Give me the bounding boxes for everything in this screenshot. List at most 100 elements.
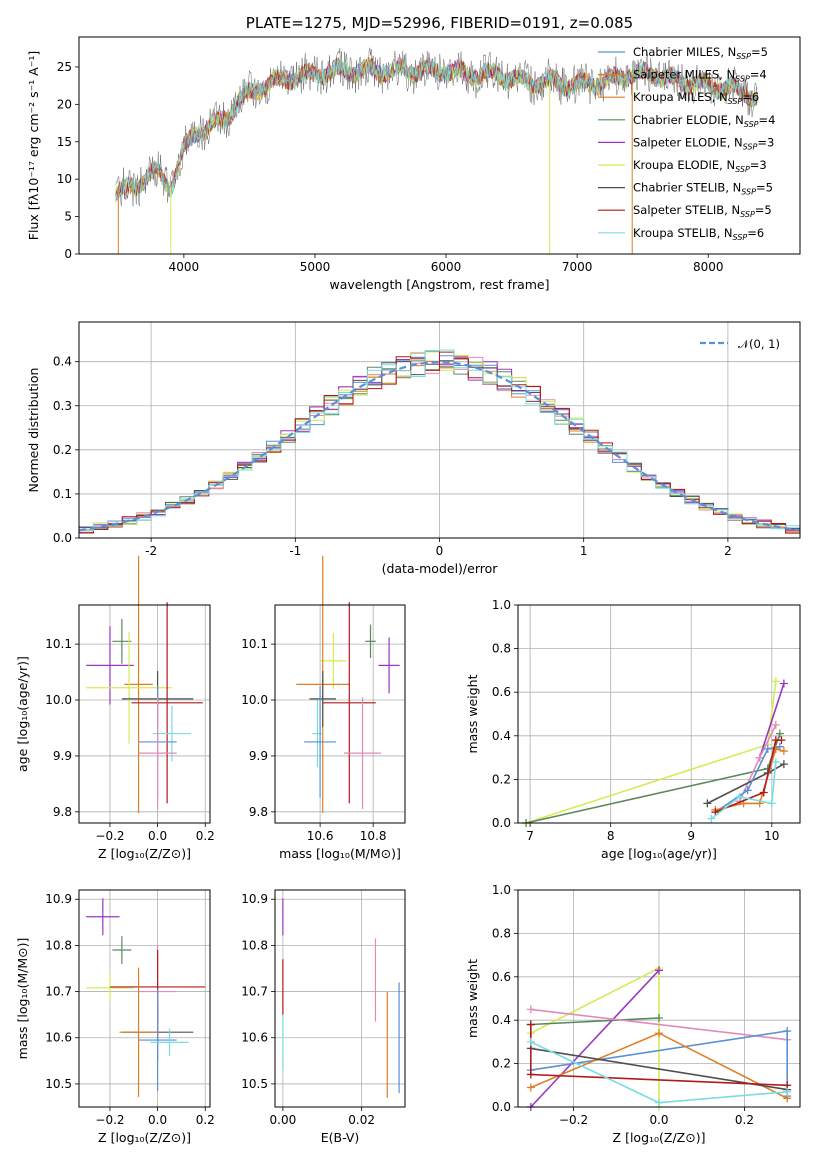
y-tick-label: 10.8 bbox=[45, 938, 72, 952]
plot-area bbox=[86, 555, 203, 813]
y-tick-label: 9.9 bbox=[249, 749, 268, 763]
x-tick-label: 10.6 bbox=[307, 829, 334, 843]
panel-mass-vs-ebv: 0.00 0.02 10.5 10.6 10.7 10.8 10.9 E(B-V) bbox=[241, 889, 406, 1145]
y-tick-label: 10.5 bbox=[241, 1077, 268, 1091]
plus-marker bbox=[767, 799, 776, 808]
x-axis-label: Z [log₁₀(Z/Z⊙)] bbox=[98, 846, 191, 861]
x-tick-label: 7 bbox=[526, 829, 534, 843]
weight-line-green bbox=[530, 1017, 660, 1026]
x-tick-label: 0 bbox=[436, 544, 444, 558]
y-tick-label: 10 bbox=[57, 172, 72, 186]
plus-marker bbox=[755, 753, 764, 762]
y-axis-label: mass weight bbox=[465, 674, 480, 753]
y-tick-label: 20 bbox=[57, 97, 72, 111]
y-tick-label: 10.5 bbox=[45, 1077, 72, 1091]
legend-label: 𝒩(0, 1) bbox=[738, 337, 780, 351]
errorbar-point-red bbox=[322, 602, 376, 804]
legend-label: Salpeter ELODIE, NSSP=3 bbox=[633, 135, 774, 151]
x-tick-label: 9 bbox=[687, 829, 695, 843]
errorbar-point-pink bbox=[138, 697, 177, 810]
errorbar-point-pink bbox=[343, 697, 382, 810]
plus-marker bbox=[779, 760, 788, 769]
errorbar-point-yellow bbox=[86, 631, 172, 744]
axes-frame bbox=[78, 36, 801, 255]
plus-marker bbox=[526, 1070, 535, 1079]
errorbar-point-blue bbox=[138, 989, 177, 1091]
plus-marker bbox=[783, 1027, 792, 1036]
y-axis-label: mass [log₁₀(M/M⊙)] bbox=[15, 938, 30, 1060]
plus-marker bbox=[526, 1083, 535, 1092]
y-tick-label: 0.2 bbox=[53, 443, 72, 457]
errorbar-point-orange bbox=[119, 967, 158, 1097]
x-axis-label: mass [log₁₀(M/M⊙)] bbox=[279, 846, 401, 861]
axes-frame bbox=[78, 889, 211, 1108]
plot-area bbox=[522, 677, 788, 827]
y-tick-label: 1.0 bbox=[492, 883, 511, 897]
errorbar-point-cyan bbox=[152, 705, 191, 762]
y-tick-label: 5 bbox=[64, 210, 72, 224]
errorbar-point-purple bbox=[86, 626, 134, 705]
weight-line-green bbox=[525, 733, 781, 824]
y-tick-label: 10.1 bbox=[241, 637, 268, 651]
plus-marker bbox=[763, 744, 772, 753]
legend: 𝒩(0, 1) bbox=[700, 337, 780, 351]
x-tick-label: 6000 bbox=[431, 260, 462, 274]
plus-marker bbox=[526, 1020, 535, 1029]
errorbar-point-green bbox=[112, 936, 132, 964]
weight-line-purple bbox=[530, 969, 660, 1108]
weight-line-cyan bbox=[710, 761, 777, 820]
errorbar-point-cyan bbox=[312, 700, 323, 768]
x-tick-label: 0.0 bbox=[148, 1113, 167, 1127]
y-tick-label: 10.0 bbox=[241, 693, 268, 707]
plus-marker bbox=[707, 814, 716, 823]
x-tick-label: 4000 bbox=[169, 260, 200, 274]
x-tick-label: 0.2 bbox=[196, 829, 215, 843]
legend-label: Kroupa STELIB, NSSP=6 bbox=[633, 226, 764, 242]
plot-area bbox=[86, 898, 206, 1097]
y-tick-label: 0.2 bbox=[492, 1057, 511, 1071]
errorbar-point-blue bbox=[304, 686, 337, 798]
y-tick-label: 10.6 bbox=[45, 1031, 72, 1045]
plus-marker bbox=[783, 1087, 792, 1096]
y-tick-label: 0.2 bbox=[492, 772, 511, 786]
plus-marker bbox=[771, 677, 780, 686]
x-tick-label: 1 bbox=[580, 544, 588, 558]
plot-area bbox=[526, 964, 792, 1111]
axes-frame bbox=[517, 889, 801, 1108]
y-tick-label: 10.9 bbox=[241, 892, 268, 906]
plus-marker bbox=[777, 736, 786, 745]
x-axis-label: E(B-V) bbox=[321, 1130, 360, 1145]
y-tick-label: 0.4 bbox=[53, 355, 72, 369]
errorbar-point-purple bbox=[378, 637, 400, 694]
x-tick-label: -2 bbox=[145, 544, 157, 558]
y-tick-label: 0 bbox=[64, 247, 72, 261]
y-tick-label: 9.8 bbox=[249, 805, 268, 819]
x-axis-label: Z [log₁₀(Z/Z⊙)] bbox=[613, 1130, 706, 1145]
y-axis-label: age [log₁₀(age/yr)] bbox=[15, 656, 30, 772]
y-tick-label: 0.3 bbox=[53, 399, 72, 413]
plus-marker bbox=[771, 720, 780, 729]
x-tick-label: -1 bbox=[289, 544, 301, 558]
y-tick-label: 10.0 bbox=[45, 693, 72, 707]
plus-marker bbox=[779, 747, 788, 756]
x-tick-label: 7000 bbox=[562, 260, 593, 274]
errorbar-point-gray bbox=[309, 670, 337, 727]
y-axis-label: mass weight bbox=[465, 959, 480, 1038]
legend-label: Salpeter MILES, NSSP=4 bbox=[633, 68, 767, 84]
errorbar-point-yellow bbox=[86, 974, 134, 1002]
x-tick-label: −0.2 bbox=[559, 1113, 588, 1127]
x-tick-label: 0.0 bbox=[148, 829, 167, 843]
plot-area bbox=[78, 349, 801, 538]
plus-marker bbox=[655, 1098, 663, 1107]
x-tick-label: 10.8 bbox=[360, 829, 387, 843]
weight-line-pink bbox=[530, 1008, 788, 1041]
axes-frame bbox=[78, 321, 801, 539]
panel-age-vs-Z: −0.2 0.0 0.2 9.8 9.9 10.0 10.1 Z [log₁₀(Z/Z⊙)] a… bbox=[15, 555, 215, 861]
y-tick-label: 0.6 bbox=[492, 970, 511, 984]
plus-marker bbox=[526, 1037, 535, 1046]
plus-marker bbox=[655, 1029, 663, 1038]
x-tick-label: −0.2 bbox=[95, 829, 124, 843]
chart-title: PLATE=1275, MJD=52996, FIBERID=0191, z=0… bbox=[246, 14, 633, 32]
plus-marker bbox=[655, 1014, 663, 1023]
